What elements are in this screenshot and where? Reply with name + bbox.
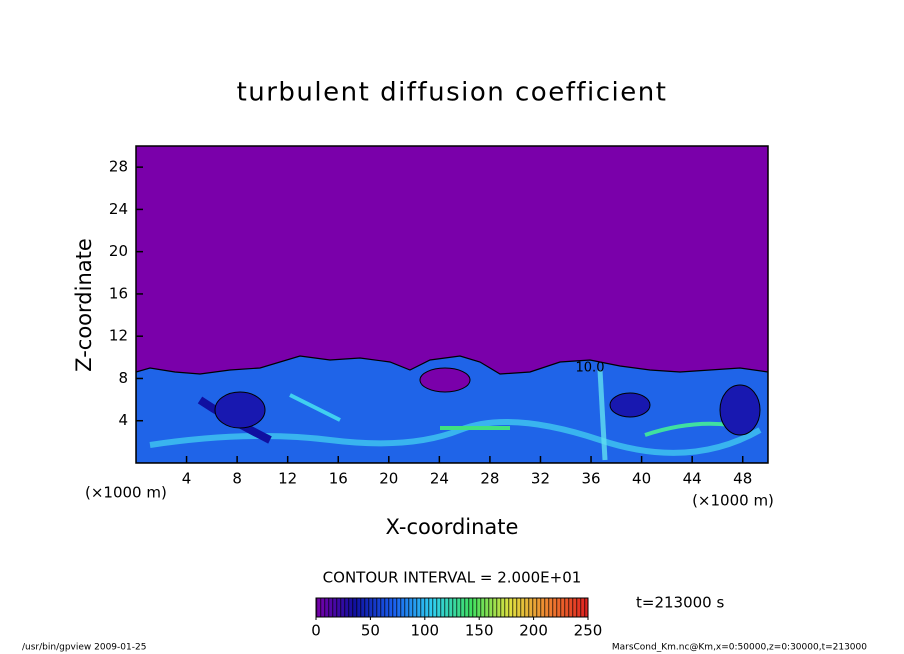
plot-frame: [135, 145, 769, 464]
footer-left: /usr/bin/gpview 2009-01-25: [22, 643, 146, 653]
contour-interval: CONTOUR INTERVAL = 2.000E+01: [323, 569, 582, 587]
colorbar-frame: [315, 597, 589, 618]
colorbar-tick-label: 200: [519, 622, 548, 640]
y-axis-label: Z-coordinate: [72, 238, 96, 372]
x-tick-label: 44: [683, 470, 702, 488]
streak: [644, 421, 731, 437]
time-label: t=213000 s: [636, 594, 724, 612]
x-axis-label: X-coordinate: [386, 515, 519, 539]
x-tick-label: 48: [733, 470, 752, 488]
x-tick-label: 32: [531, 470, 550, 488]
y-tick-label: 16: [109, 284, 128, 302]
x-tick-label: 40: [632, 470, 651, 488]
y-tick-label: 24: [109, 200, 128, 218]
footer-right: MarsCond_Km.nc@Km,x=0:50000,z=0:30000,t=…: [612, 643, 867, 653]
y-tick-label: 20: [109, 242, 128, 260]
contour-label: 10.0: [576, 361, 605, 376]
x-tick-label: 16: [329, 470, 348, 488]
x-tick-label: 8: [232, 470, 242, 488]
y-tick-label: 8: [118, 369, 128, 387]
x-unit: (×1000 m): [692, 492, 774, 510]
colorbar-tick-label: 150: [465, 622, 494, 640]
patch: [419, 367, 471, 393]
patch: [609, 392, 651, 418]
streak: [289, 393, 341, 422]
x-tick-label: 12: [278, 470, 297, 488]
patch: [719, 384, 761, 436]
x-tick-label: 24: [430, 470, 449, 488]
colorbar-tick-label: 50: [361, 622, 380, 640]
colorbar-stripes: [316, 598, 588, 617]
y-unit: (×1000 m): [85, 484, 167, 502]
y-tick-label: 4: [118, 411, 128, 429]
turbulent-layer: [136, 355, 768, 463]
x-tick-label: 20: [379, 470, 398, 488]
y-tick-label: 12: [109, 327, 128, 345]
colorbar-tick-label: 100: [410, 622, 439, 640]
x-tick-label: 36: [581, 470, 600, 488]
patch: [214, 391, 266, 429]
x-tick-label: 4: [182, 470, 192, 488]
x-tick-label: 28: [480, 470, 499, 488]
colorbar-tick-label: 0: [311, 622, 321, 640]
colorbar-tick-label: 250: [574, 622, 603, 640]
chart-title: turbulent diffusion coefficient: [237, 78, 668, 108]
y-tick-label: 28: [109, 158, 128, 176]
streak: [597, 369, 608, 461]
